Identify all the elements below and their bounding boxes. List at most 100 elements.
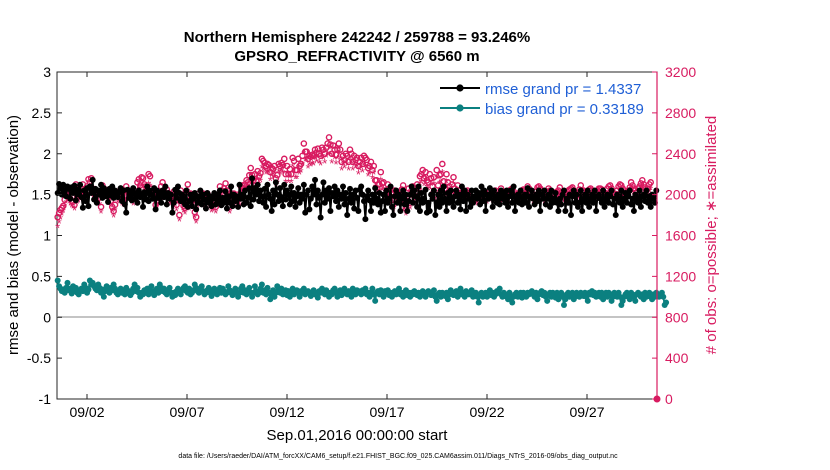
y-right-tick-label: 2800 — [665, 105, 696, 121]
rmse-point — [643, 187, 650, 194]
obs-assimilated-point: * — [114, 193, 119, 208]
rmse-point — [489, 203, 496, 210]
rmse-point — [223, 205, 230, 212]
obs-assimilated-point: * — [429, 178, 434, 193]
rmse-point — [517, 187, 524, 194]
rmse-point — [228, 183, 235, 190]
obs-assimilated-point: * — [326, 142, 331, 157]
rmse-point — [82, 198, 89, 205]
legend-bias-marker — [456, 104, 464, 112]
bias-point — [372, 297, 379, 304]
obs-assimilated-point: * — [262, 164, 267, 179]
obs-assimilated-point: * — [182, 207, 187, 222]
rmse-point — [272, 179, 279, 186]
obs-assimilated-point: * — [282, 161, 287, 176]
data-file-footnote: data file: /Users/raeder/DAI/ATM_forcXX/… — [178, 453, 618, 460]
y-axis-label: rmse and bias (model - observation) — [5, 115, 22, 355]
y-axis-right: 0 400 800 1200 1600 2000 2400 2800 3200 — [652, 64, 696, 407]
rmse-point — [158, 199, 165, 206]
rmse-point — [130, 185, 137, 192]
rmse-point — [89, 176, 96, 183]
rmse-point — [442, 195, 449, 202]
rmse-point — [330, 193, 337, 200]
obs-assimilated-point: * — [423, 173, 428, 188]
obs-assimilated-point: * — [293, 171, 298, 186]
obs-assimilated-point: * — [177, 214, 182, 229]
obs-assimilated-point: * — [333, 157, 338, 172]
obs-assimilated-point: * — [173, 199, 178, 214]
obs-assimilated-point: * — [353, 161, 358, 176]
obs-assimilated-point: * — [58, 212, 63, 227]
obs-possible-point — [297, 160, 305, 168]
obs-assimilated-point: * — [427, 175, 432, 190]
obs-assimilated-point: * — [345, 158, 350, 173]
rmse-point — [267, 195, 274, 202]
obs-assimilated-point: * — [408, 202, 413, 217]
obs-assimilated-point: * — [266, 166, 271, 181]
y-axis-right-label: # of obs: o=possible; ∗=assimilated — [703, 116, 720, 355]
obs-assimilated-point: * — [75, 196, 80, 211]
rmse-point — [344, 212, 351, 219]
bias-point — [632, 297, 639, 304]
obs-assimilated-point: * — [321, 152, 326, 167]
rmse-point — [152, 206, 159, 213]
y-right-tick-label: 1600 — [665, 228, 696, 244]
obs-assimilated-point: * — [213, 206, 218, 221]
obs-assimilated-point: * — [343, 156, 348, 171]
rmse-point — [479, 198, 486, 205]
legend-rmse-label: rmse grand pr = 1.4337 — [485, 81, 641, 98]
rmse-point — [362, 216, 369, 223]
rmse-point — [295, 185, 302, 192]
obs-assimilated-point: * — [212, 201, 217, 216]
obs-possible-point — [97, 203, 105, 211]
rmse-point — [510, 183, 517, 190]
rmse-point — [140, 203, 147, 210]
obs-assimilated-point: * — [371, 167, 376, 182]
rmse-point — [577, 187, 584, 194]
rmse-point — [369, 191, 376, 198]
rmse-point — [327, 207, 334, 214]
rmse-point — [412, 193, 419, 200]
obs-possible-point — [247, 164, 255, 172]
rmse-point — [193, 206, 200, 213]
obs-assimilated-point: * — [139, 179, 144, 194]
obs-possible-point — [110, 207, 117, 215]
rmse-point — [463, 207, 470, 214]
obs-possible-point — [159, 179, 166, 186]
rmse-point — [626, 187, 633, 194]
obs-assimilated-point: * — [346, 163, 351, 178]
obs-possible-point — [139, 174, 147, 182]
rmse-point — [188, 203, 195, 210]
rmse-point — [281, 181, 288, 188]
obs-assimilated-point: * — [110, 205, 115, 220]
obs-assimilated-point: * — [131, 198, 136, 213]
obs-assimilated-point: * — [290, 160, 295, 175]
obs-assimilated-point: * — [361, 158, 366, 173]
obs-possible-point — [336, 146, 344, 153]
rmse-point — [374, 201, 381, 208]
rmse-point — [243, 199, 250, 206]
rmse-point — [390, 212, 397, 219]
rmse-point — [425, 199, 432, 206]
obs-assimilated-point: * — [174, 204, 179, 219]
obs-possible-point — [433, 166, 441, 174]
legend-bias-label: bias grand pr = 0.33189 — [485, 101, 644, 118]
rmse-point — [590, 199, 597, 206]
legend-box — [436, 77, 652, 119]
obs-assimilated-point: * — [222, 188, 227, 203]
bias-point — [584, 297, 591, 304]
rmse-point — [537, 207, 544, 214]
y-right-tick-label: 3200 — [665, 64, 696, 80]
obs-possible-point — [647, 179, 655, 186]
obs-assimilated-point: * — [280, 166, 285, 181]
obs-assimilated-point: * — [394, 192, 399, 207]
obs-assimilated-point: * — [347, 152, 352, 167]
rmse-point — [584, 187, 591, 194]
rmse-point — [202, 205, 209, 212]
obs-assimilated-point: * — [271, 170, 276, 185]
rmse-point — [183, 187, 190, 194]
chart-subtitle: GPSRO_REFRACTIVITY @ 6560 m — [234, 48, 479, 65]
rmse-point — [355, 207, 362, 214]
rmse-point — [285, 191, 292, 198]
